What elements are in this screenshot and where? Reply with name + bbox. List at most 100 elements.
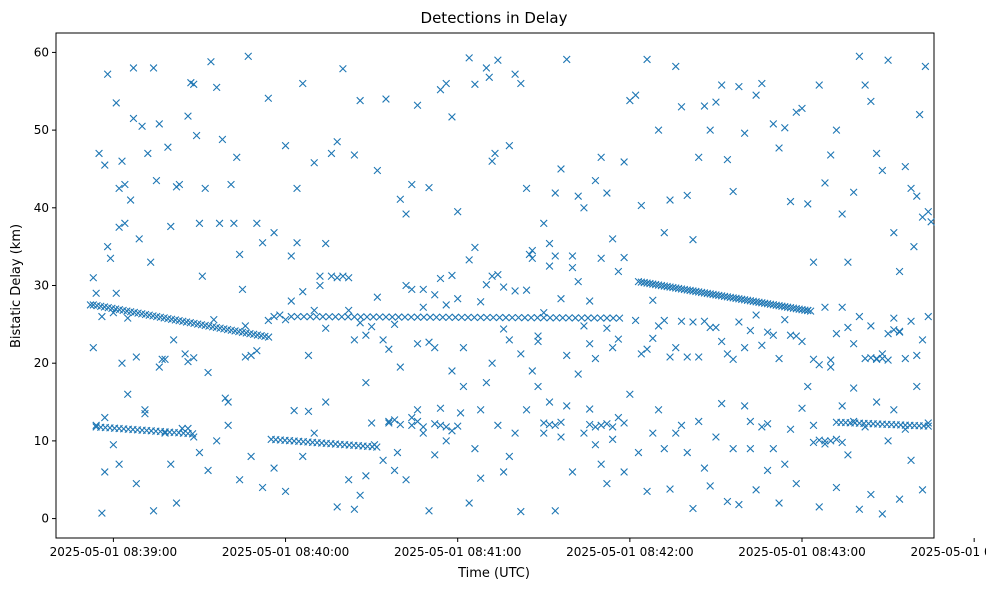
data-point: [215, 219, 224, 228]
data-point: [89, 343, 98, 352]
data-point: [735, 318, 743, 326]
data-point: [921, 62, 930, 71]
data-point: [574, 370, 582, 378]
data-point: [465, 499, 473, 507]
data-point: [436, 421, 445, 430]
data-point: [448, 367, 456, 375]
data-point: [495, 313, 504, 322]
data-point: [890, 228, 898, 237]
data-point: [319, 312, 327, 321]
data-point: [375, 313, 384, 321]
data-point: [390, 320, 399, 329]
data-point: [660, 228, 669, 237]
data-point: [694, 353, 703, 361]
data-point: [344, 306, 353, 315]
data-point: [388, 313, 397, 321]
data-point: [316, 281, 324, 290]
data-point: [502, 313, 510, 322]
data-point: [264, 316, 273, 325]
data-point: [98, 509, 106, 517]
data-point: [402, 281, 410, 290]
data-point: [118, 359, 126, 367]
data-point: [552, 314, 561, 322]
data-point: [483, 313, 491, 322]
data-point: [849, 417, 858, 426]
data-point: [855, 52, 864, 61]
data-point: [448, 271, 456, 280]
data-point: [92, 289, 100, 298]
data-point: [192, 131, 201, 140]
data-point: [723, 155, 732, 164]
data-point: [281, 141, 290, 150]
data-point: [164, 143, 172, 151]
data-point: [344, 475, 353, 484]
data-point: [152, 176, 161, 185]
data-point: [166, 460, 175, 468]
data-point: [195, 219, 204, 228]
data-point: [464, 313, 472, 322]
data-point: [494, 56, 502, 64]
data-point: [511, 429, 519, 437]
data-point: [230, 219, 238, 228]
data-point: [522, 184, 531, 193]
data-point: [671, 62, 680, 71]
data-point: [204, 368, 212, 377]
data-point: [781, 123, 789, 132]
data-point: [608, 235, 617, 243]
data-point: [557, 165, 565, 173]
data-point: [459, 382, 468, 391]
data-point: [264, 94, 273, 103]
data-point: [568, 263, 577, 272]
data-point: [746, 326, 755, 335]
data-point: [476, 474, 485, 482]
data-point: [482, 64, 491, 72]
data-point: [608, 435, 617, 444]
data-point: [878, 166, 887, 175]
data-point: [356, 96, 364, 105]
data-point: [227, 180, 235, 189]
data-point: [924, 422, 933, 430]
data-point: [634, 448, 643, 457]
data-point: [901, 162, 910, 171]
data-point: [253, 219, 261, 228]
data-point: [654, 126, 663, 134]
data-point: [884, 329, 892, 338]
data-point: [525, 250, 534, 259]
data-point: [723, 497, 732, 506]
data-point: [562, 351, 571, 360]
data-point: [620, 419, 628, 427]
data-point: [356, 313, 365, 321]
data-point: [453, 294, 462, 303]
data-point: [106, 254, 115, 263]
data-point: [413, 339, 422, 348]
data-point: [224, 398, 232, 406]
data-point: [103, 70, 112, 78]
x-tick-label: 2025-05-01 08:39:00: [50, 545, 177, 559]
data-point: [367, 419, 376, 427]
data-point: [574, 192, 582, 200]
data-point: [683, 448, 692, 457]
data-point: [775, 354, 783, 363]
data-point: [98, 312, 106, 321]
data-point: [735, 82, 743, 91]
data-point: [815, 360, 824, 369]
data-point: [689, 235, 697, 244]
data-point: [362, 472, 370, 480]
data-point: [844, 258, 852, 266]
data-point: [499, 283, 508, 291]
data-point: [838, 210, 846, 218]
data-point: [331, 312, 340, 321]
data-point: [752, 486, 760, 494]
data-point: [660, 444, 669, 453]
data-point: [189, 433, 198, 441]
data-point: [457, 313, 466, 322]
data-point: [482, 378, 491, 387]
data-point: [129, 114, 138, 123]
data-point: [321, 398, 330, 406]
data-point: [476, 313, 485, 322]
data-point: [413, 406, 422, 414]
data-point: [436, 404, 445, 413]
data-point: [146, 258, 155, 266]
data-point: [221, 394, 230, 402]
data-point: [141, 409, 149, 418]
